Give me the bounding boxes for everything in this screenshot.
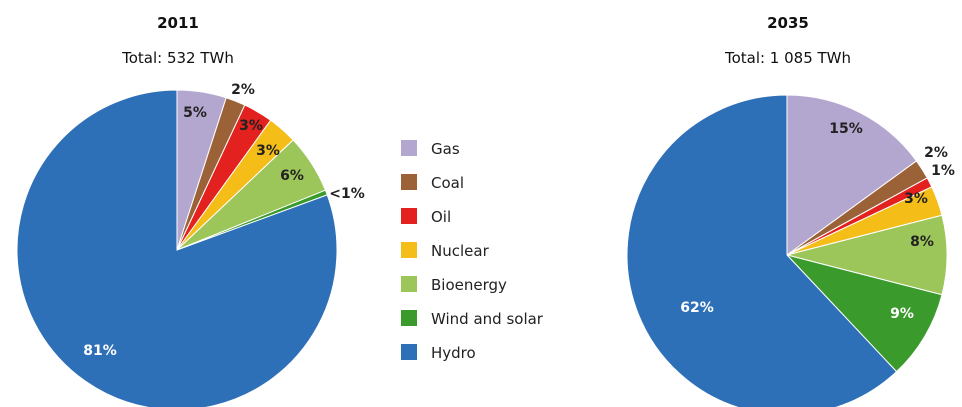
chart-subtitle-2011: Total: 532 TWh bbox=[121, 49, 234, 67]
chart-subtitle-2035: Total: 1 085 TWh bbox=[724, 49, 851, 67]
legend-label-coal: Coal bbox=[431, 174, 464, 192]
pie-chart-2011: 5%2%3%3%6%<1%81% bbox=[16, 82, 365, 407]
pie-slice-2035-gas bbox=[786, 94, 918, 256]
legend-swatch-gas bbox=[401, 140, 417, 156]
pie-slice-2011-hydro bbox=[16, 89, 338, 407]
legend-swatch-oil bbox=[401, 208, 417, 224]
legend-swatch-bioenergy bbox=[401, 276, 417, 292]
pie-slice-2035-hydro bbox=[626, 94, 898, 407]
legend-label-bioenergy: Bioenergy bbox=[431, 276, 507, 294]
slice-label-2035-nuclear: 3% bbox=[904, 191, 928, 207]
legend-label-hydro: Hydro bbox=[431, 344, 476, 362]
legend: Gas Coal Oil Nuclear Bioenergy Wind and solar… bbox=[401, 140, 544, 362]
chart-title-2035: 2035 bbox=[767, 14, 809, 32]
slice-label-2011-gas: 5% bbox=[183, 105, 207, 121]
slice-label-2011-hydro: 81% bbox=[83, 343, 117, 359]
legend-label-wind-and-solar: Wind and solar bbox=[431, 310, 544, 328]
slice-label-2011-nuclear: 3% bbox=[256, 143, 280, 159]
legend-swatch-coal bbox=[401, 174, 417, 190]
slice-label-2035-oil: 1% bbox=[931, 163, 955, 179]
legend-swatch-hydro bbox=[401, 344, 417, 360]
pie-slice-2035-wind-and-solar bbox=[785, 254, 943, 373]
legend-swatch-nuclear bbox=[401, 242, 417, 258]
legend-label-gas: Gas bbox=[431, 140, 460, 158]
slice-label-2035-wind-and-solar: 9% bbox=[890, 306, 914, 322]
legend-label-nuclear: Nuclear bbox=[431, 242, 490, 260]
slice-label-2011-oil: 3% bbox=[239, 118, 263, 134]
chart-title-2011: 2011 bbox=[157, 14, 199, 32]
legend-label-oil: Oil bbox=[431, 208, 451, 226]
slice-label-2035-gas: 15% bbox=[829, 121, 863, 137]
slice-label-2011-wind-and-solar: <1% bbox=[329, 186, 365, 202]
slice-label-2035-hydro: 62% bbox=[680, 300, 714, 316]
slice-label-2011-bioenergy: 6% bbox=[280, 168, 304, 184]
legend-swatch-wind-and-solar bbox=[401, 310, 417, 326]
slice-label-2035-bioenergy: 8% bbox=[910, 234, 934, 250]
slice-label-2035-coal: 2% bbox=[924, 145, 948, 161]
slice-label-2011-coal: 2% bbox=[231, 82, 255, 98]
pie-chart-2035: 15% 2% 1%3% 8% 9% 62% bbox=[626, 94, 955, 407]
